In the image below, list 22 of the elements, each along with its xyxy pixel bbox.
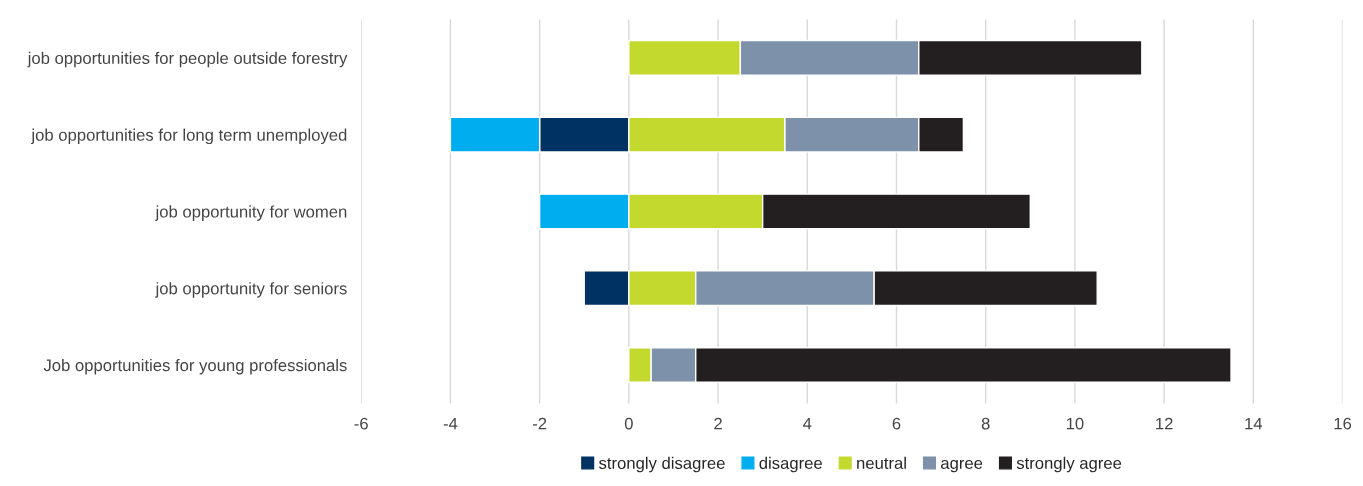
- x-tick-label: 12: [1156, 417, 1173, 430]
- y-tick-label: job opportunities for long term unemployed: [31, 128, 347, 145]
- x-tick-label: 16: [1334, 417, 1352, 430]
- x-tick-label: -2: [532, 417, 547, 430]
- legend-label: strongly disagree: [598, 456, 725, 473]
- x-tick-label: 10: [1066, 417, 1084, 430]
- x-tick-label: 14: [1245, 417, 1263, 430]
- x-tick-label: 6: [892, 417, 901, 430]
- legend-label: neutral: [857, 456, 906, 470]
- legend-label: agree: [941, 459, 983, 473]
- x-tick-label: 4: [803, 417, 812, 430]
- x-tick-label: -6: [354, 417, 368, 430]
- y-tick-label: job opportunities for people outside forestry: [27, 51, 348, 68]
- y-tick-label: job opportunity for seniors: [155, 282, 347, 298]
- y-tick-label: job opportunity for women: [155, 205, 347, 221]
- x-tick-label: 8: [981, 417, 990, 430]
- x-tick-label: 0: [624, 417, 633, 430]
- x-tick-label: 2: [714, 417, 722, 430]
- legend-label: strongly agree: [1016, 456, 1122, 473]
- y-tick-label: Job opportunities for young professionals: [43, 358, 347, 375]
- x-tick-label: -4: [443, 417, 458, 430]
- legend-label: disagree: [759, 456, 822, 473]
